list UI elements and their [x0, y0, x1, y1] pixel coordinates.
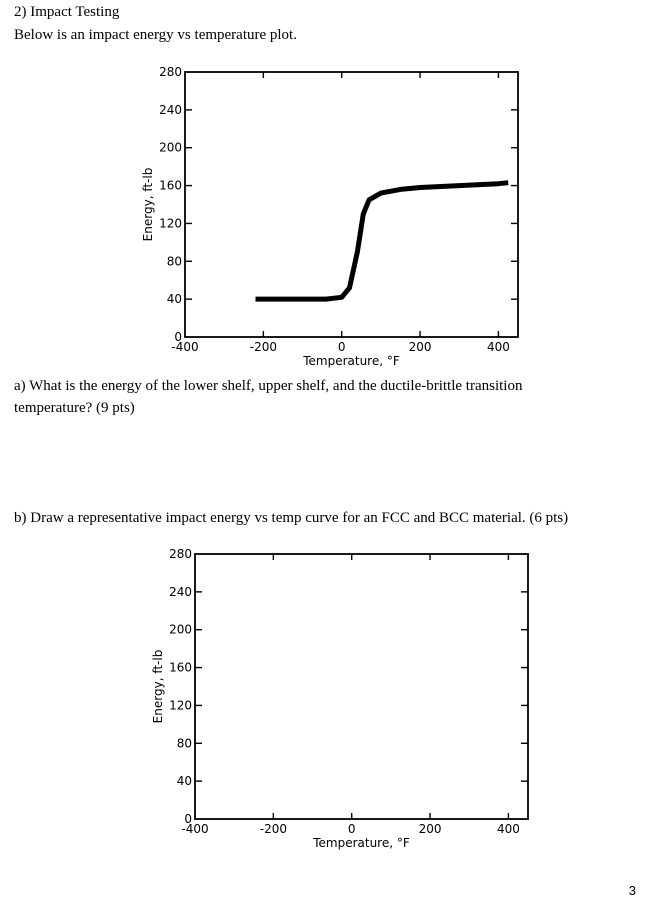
section-intro: Below is an impact energy vs temperature… [14, 27, 297, 43]
x-axis-title: Temperature, °F [302, 354, 400, 368]
y-tick-label: 80 [167, 254, 182, 268]
y-tick-label: 40 [167, 292, 182, 306]
x-tick-label: -200 [250, 340, 277, 354]
y-tick-label: 0 [174, 330, 182, 344]
y-tick-label: 200 [159, 141, 182, 155]
plot-frame [184, 71, 519, 338]
x-tick-label: 200 [409, 340, 432, 354]
question-a-line1: a) What is the energy of the lower shelf… [14, 378, 523, 394]
energy-curve-series-0 [255, 180, 509, 302]
y-tick-label: 120 [159, 216, 182, 230]
y-tick-label: 40 [177, 774, 192, 788]
y-axis-title: Energy, ft-lb [141, 168, 155, 242]
y-tick-label: 160 [169, 661, 192, 675]
x-tick-label: -400 [171, 340, 198, 354]
y-tick-label: 120 [169, 698, 192, 712]
y-tick-label: 0 [184, 812, 192, 826]
section-title: 2) Impact Testing [14, 4, 120, 20]
y-tick-label: 200 [169, 623, 192, 637]
x-axis-title: Temperature, °F [312, 836, 410, 850]
question-a-line2: temperature? (9 pts) [14, 400, 135, 416]
y-axis-title: Energy, ft-lb [151, 650, 165, 724]
impact-energy-plot-a: 0 40 80 120 160 200 240 280 -400 -200 0 200 400 Tempe… [141, 65, 519, 368]
x-tick-label: 400 [487, 340, 510, 354]
impact-energy-plot-b-blank: 0 40 80 120 160 200 240 280 -400 -200 0 200 400 Tempe… [151, 547, 529, 850]
y-tick-label: 280 [169, 547, 192, 561]
page-number: 3 [628, 883, 636, 898]
plot-frame [194, 553, 529, 820]
y-tick-label: 160 [159, 179, 182, 193]
x-tick-label: -200 [260, 822, 287, 836]
y-tick-label: 240 [169, 585, 192, 599]
x-tick-label: -400 [181, 822, 208, 836]
x-tick-label: 0 [338, 340, 346, 354]
y-tick-label: 80 [177, 736, 192, 750]
x-tick-label: 0 [348, 822, 356, 836]
y-tick-label: 240 [159, 103, 182, 117]
x-tick-label: 400 [497, 822, 520, 836]
y-tick-label: 280 [159, 65, 182, 79]
x-tick-label: 200 [419, 822, 442, 836]
question-b-text: b) Draw a representative impact energy v… [14, 510, 569, 526]
